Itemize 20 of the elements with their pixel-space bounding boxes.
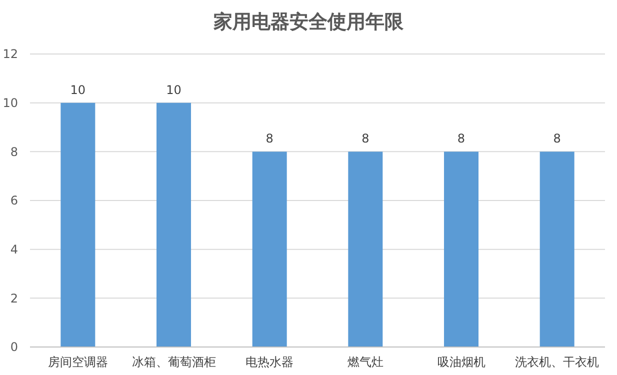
x-tick-label: 电热水器 [246, 355, 294, 369]
x-tick-label: 燃气灶 [347, 355, 384, 369]
x-tick-label: 吸油烟机 [437, 355, 486, 369]
data-label: 8 [553, 132, 561, 146]
data-label: 10 [70, 82, 86, 97]
x-tick-label: 房间空调器 [48, 355, 108, 369]
x-tick-label: 洗衣机、干衣机 [515, 355, 600, 369]
data-label: 10 [166, 82, 182, 97]
data-label: 8 [362, 132, 370, 146]
y-tick-label: 10 [2, 96, 18, 110]
y-tick-label: 2 [10, 291, 18, 306]
chart-title: 家用电器安全使用年限 [212, 11, 404, 33]
y-tick-label: 8 [10, 144, 18, 159]
y-tick-label: 6 [10, 194, 18, 208]
data-label: 8 [266, 132, 274, 146]
data-label: 8 [457, 132, 466, 146]
x-tick-label: 冰箱、葡萄酒柜 [132, 355, 216, 369]
y-tick-label: 12 [2, 47, 18, 62]
y-tick-label: 0 [10, 340, 18, 354]
y-tick-label: 4 [10, 242, 18, 257]
